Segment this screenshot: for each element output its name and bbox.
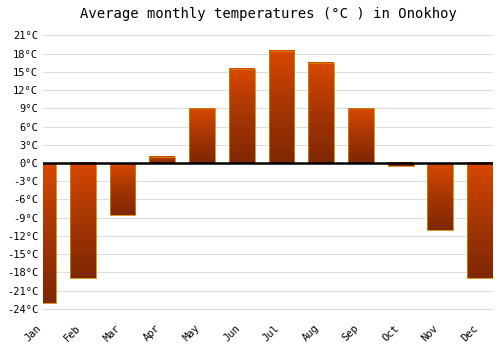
Bar xyxy=(150,157,175,163)
Bar xyxy=(467,163,493,278)
Bar xyxy=(229,69,254,163)
Bar xyxy=(348,108,374,163)
Title: Average monthly temperatures (°C ) in Onokhoy: Average monthly temperatures (°C ) in On… xyxy=(80,7,456,21)
Bar xyxy=(467,163,493,278)
Bar xyxy=(70,163,96,278)
Bar xyxy=(308,63,334,163)
Bar xyxy=(70,163,96,278)
Bar xyxy=(308,63,334,163)
Bar xyxy=(150,157,175,163)
Bar xyxy=(388,163,413,166)
Bar xyxy=(428,163,454,230)
Bar xyxy=(189,108,215,163)
Bar xyxy=(388,163,413,166)
Bar xyxy=(268,51,294,163)
Bar xyxy=(110,163,136,215)
Bar xyxy=(30,163,56,303)
Bar xyxy=(428,163,454,230)
Bar xyxy=(30,163,56,303)
Bar xyxy=(348,108,374,163)
Bar xyxy=(268,51,294,163)
Bar xyxy=(229,69,254,163)
Bar xyxy=(189,108,215,163)
Bar xyxy=(110,163,136,215)
